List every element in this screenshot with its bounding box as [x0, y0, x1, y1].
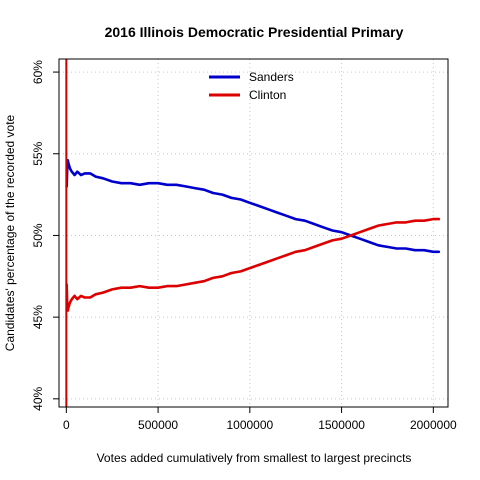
- legend: Sanders Clinton: [209, 70, 294, 102]
- series-line-sanders: [65, 159, 441, 254]
- series-layer: [65, 159, 441, 312]
- y-axis-label: Candidates' percentage of the recorded v…: [3, 114, 17, 351]
- y-tick-label: 60%: [31, 60, 45, 84]
- plot-frame: [58, 58, 449, 408]
- y-tick-label: 45%: [31, 305, 45, 329]
- y-tick-label: 40%: [31, 386, 45, 410]
- x-axis: 0 500000 1000000 1500000 2000000: [63, 407, 457, 432]
- x-tick-label: 0: [63, 418, 70, 432]
- chart-title: 2016 Illinois Democratic Presidential Pr…: [105, 24, 404, 40]
- x-tick-label: 2000000: [410, 418, 457, 432]
- grid: [59, 59, 448, 407]
- y-tick-label: 55%: [31, 141, 45, 165]
- legend-label-sanders: Sanders: [249, 70, 294, 84]
- x-axis-label: Votes added cumulatively from smallest t…: [97, 451, 412, 465]
- x-tick-label: 1000000: [226, 418, 273, 432]
- x-tick-label: 500000: [138, 418, 178, 432]
- y-axis: 40% 45% 50% 55% 60%: [31, 60, 59, 411]
- y-tick-label: 50%: [31, 223, 45, 247]
- x-tick-label: 1500000: [318, 418, 365, 432]
- legend-label-clinton: Clinton: [249, 88, 286, 102]
- series-line-clinton: [65, 217, 441, 312]
